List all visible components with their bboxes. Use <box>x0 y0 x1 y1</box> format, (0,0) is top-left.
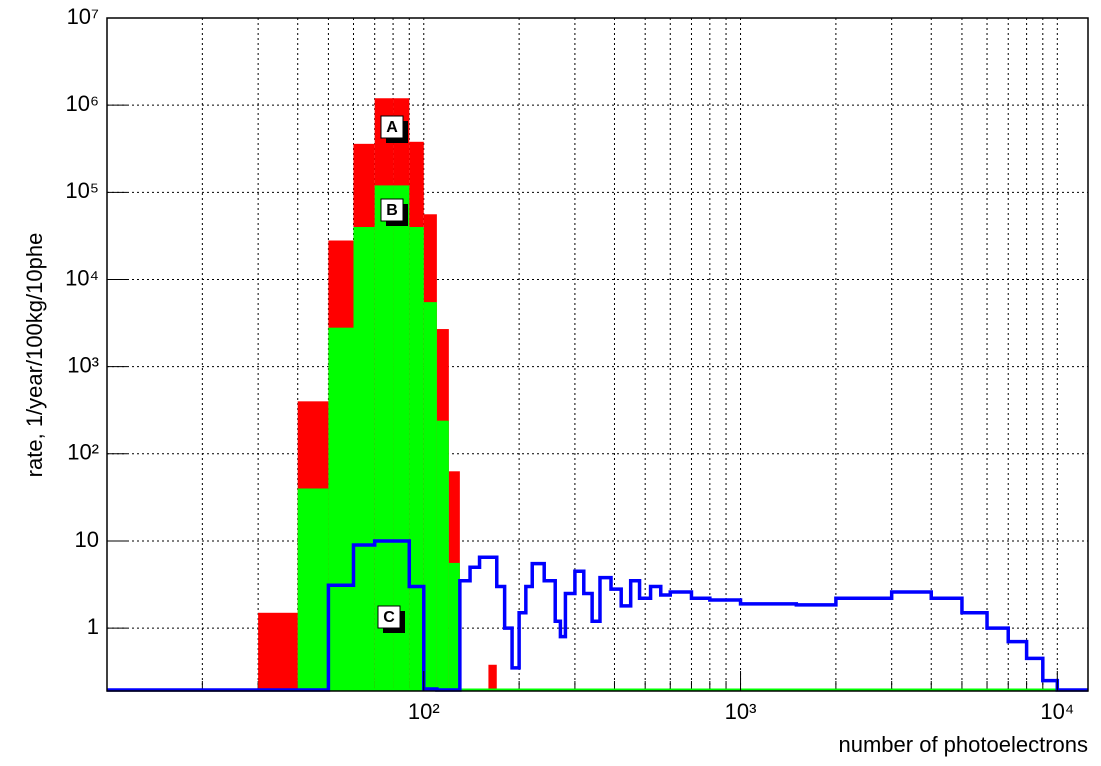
plot-frame <box>106 17 1089 692</box>
bar <box>353 227 375 692</box>
bar <box>423 302 437 691</box>
x-tick-label: 10² <box>408 699 440 724</box>
annotation-box <box>377 605 401 629</box>
y-tick-label: 10⁶ <box>65 91 99 116</box>
annotation-label: C <box>383 609 395 626</box>
annotation-box <box>380 198 404 222</box>
y-tick-label: 10 <box>75 527 99 552</box>
x-tick-label: 10⁴ <box>1040 699 1074 724</box>
y-tick-label: 10² <box>67 440 99 465</box>
bar <box>436 420 449 691</box>
bar <box>393 185 410 691</box>
y-tick-label: 10⁵ <box>65 178 99 203</box>
annotation-label: A <box>386 119 398 136</box>
y-tick-label: 10⁷ <box>67 4 99 29</box>
x-tick-label: 10³ <box>725 699 757 724</box>
y-tick-label: 10³ <box>67 352 99 377</box>
bar <box>328 327 354 691</box>
y-axis-label: rate, 1/year/100kg/10phe <box>22 233 47 478</box>
bar <box>488 664 497 691</box>
annotation-box <box>380 115 404 139</box>
annotation: C <box>377 605 405 633</box>
annotation: A <box>380 115 408 143</box>
x-axis-label: number of photoelectrons <box>839 732 1089 757</box>
annotation: B <box>380 198 408 226</box>
bar <box>409 227 424 692</box>
y-tick-label: 1 <box>87 614 99 639</box>
annotation-label: B <box>386 202 398 219</box>
bar <box>258 612 298 691</box>
bar <box>374 185 394 691</box>
y-tick-label: 10⁴ <box>65 265 99 290</box>
bar <box>448 562 460 691</box>
bar <box>297 488 329 691</box>
step-line <box>107 539 1088 692</box>
